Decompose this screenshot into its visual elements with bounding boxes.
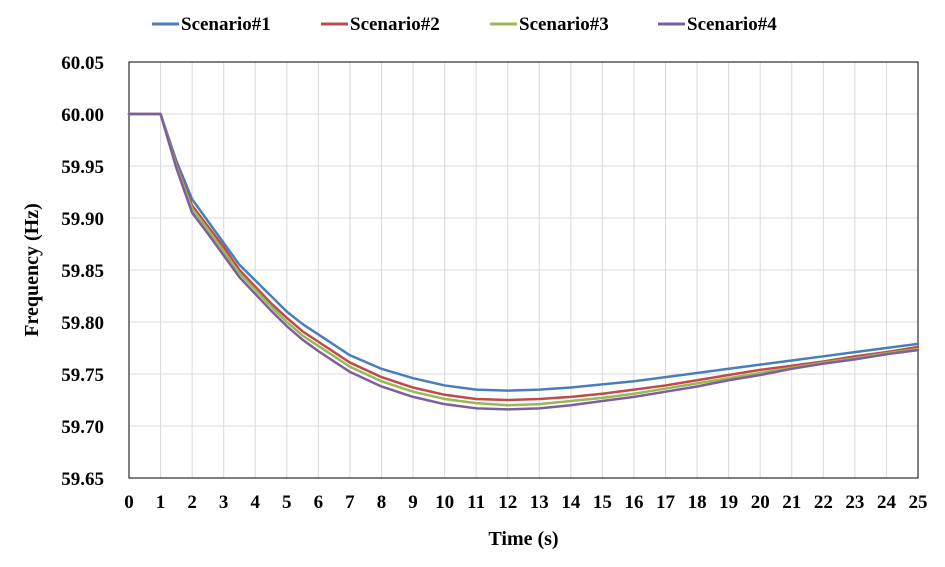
plot-area (128, 61, 919, 479)
legend: Scenario#1 Scenario#2 Scenario#3 Scenario#4 (152, 14, 777, 35)
x-tick-label: 17 (656, 492, 676, 513)
x-tick-label: 6 (314, 492, 324, 513)
legend-label-4: Scenario#4 (687, 14, 777, 35)
x-tick-label: 20 (751, 492, 770, 513)
y-tick-label: 60.00 (61, 105, 104, 126)
grid (128, 61, 919, 479)
series-layer (127, 112, 920, 411)
x-tick-label: 5 (282, 492, 292, 513)
y-axis-ticks: 60.05 60.00 59.95 59.90 59.85 59.80 59.75 59.70… (61, 53, 104, 490)
y-tick-label: 59.95 (61, 157, 104, 178)
x-tick-label: 23 (845, 492, 864, 513)
x-tick-label: 14 (561, 492, 581, 513)
legend-label-3: Scenario#3 (519, 14, 609, 35)
series-line-2 (127, 112, 920, 402)
y-tick-label: 59.90 (61, 209, 104, 230)
x-axis-ticks: 0 1 2 3 4 5 6 7 8 9 10 11 12 13 14 15 16 17 18 19 20 21 22 23 24… (124, 492, 927, 513)
x-tick-label: 4 (250, 492, 260, 513)
x-tick-label: 12 (498, 492, 517, 513)
x-tick-label: 19 (719, 492, 738, 513)
series-line-4 (127, 112, 920, 411)
y-tick-label: 59.85 (61, 261, 104, 282)
y-tick-label: 59.75 (61, 365, 104, 386)
x-tick-label: 13 (530, 492, 549, 513)
x-tick-label: 7 (345, 492, 355, 513)
legend-label-1: Scenario#1 (181, 14, 271, 35)
x-tick-label: 11 (467, 492, 485, 513)
x-tick-label: 22 (814, 492, 833, 513)
x-tick-label: 21 (782, 492, 801, 513)
y-tick-label: 60.05 (61, 53, 104, 74)
x-tick-label: 10 (435, 492, 454, 513)
series-line-3 (127, 112, 920, 407)
x-tick-label: 18 (688, 492, 707, 513)
y-tick-label: 59.65 (61, 469, 104, 490)
x-tick-label: 15 (593, 492, 612, 513)
series-line-1 (127, 112, 920, 392)
x-tick-label: 1 (156, 492, 166, 513)
x-tick-label: 0 (124, 492, 134, 513)
x-tick-label: 24 (877, 492, 897, 513)
y-tick-label: 59.70 (61, 417, 104, 438)
x-tick-label: 2 (187, 492, 197, 513)
y-axis-title: Frequency (Hz) (21, 203, 43, 337)
x-tick-label: 9 (408, 492, 418, 513)
x-tick-label: 25 (909, 492, 928, 513)
x-axis-title: Time (s) (488, 528, 558, 550)
x-tick-label: 8 (377, 492, 387, 513)
legend-label-2: Scenario#2 (350, 14, 440, 35)
x-tick-label: 3 (219, 492, 229, 513)
y-tick-label: 59.80 (61, 313, 104, 334)
x-tick-label: 16 (624, 492, 643, 513)
